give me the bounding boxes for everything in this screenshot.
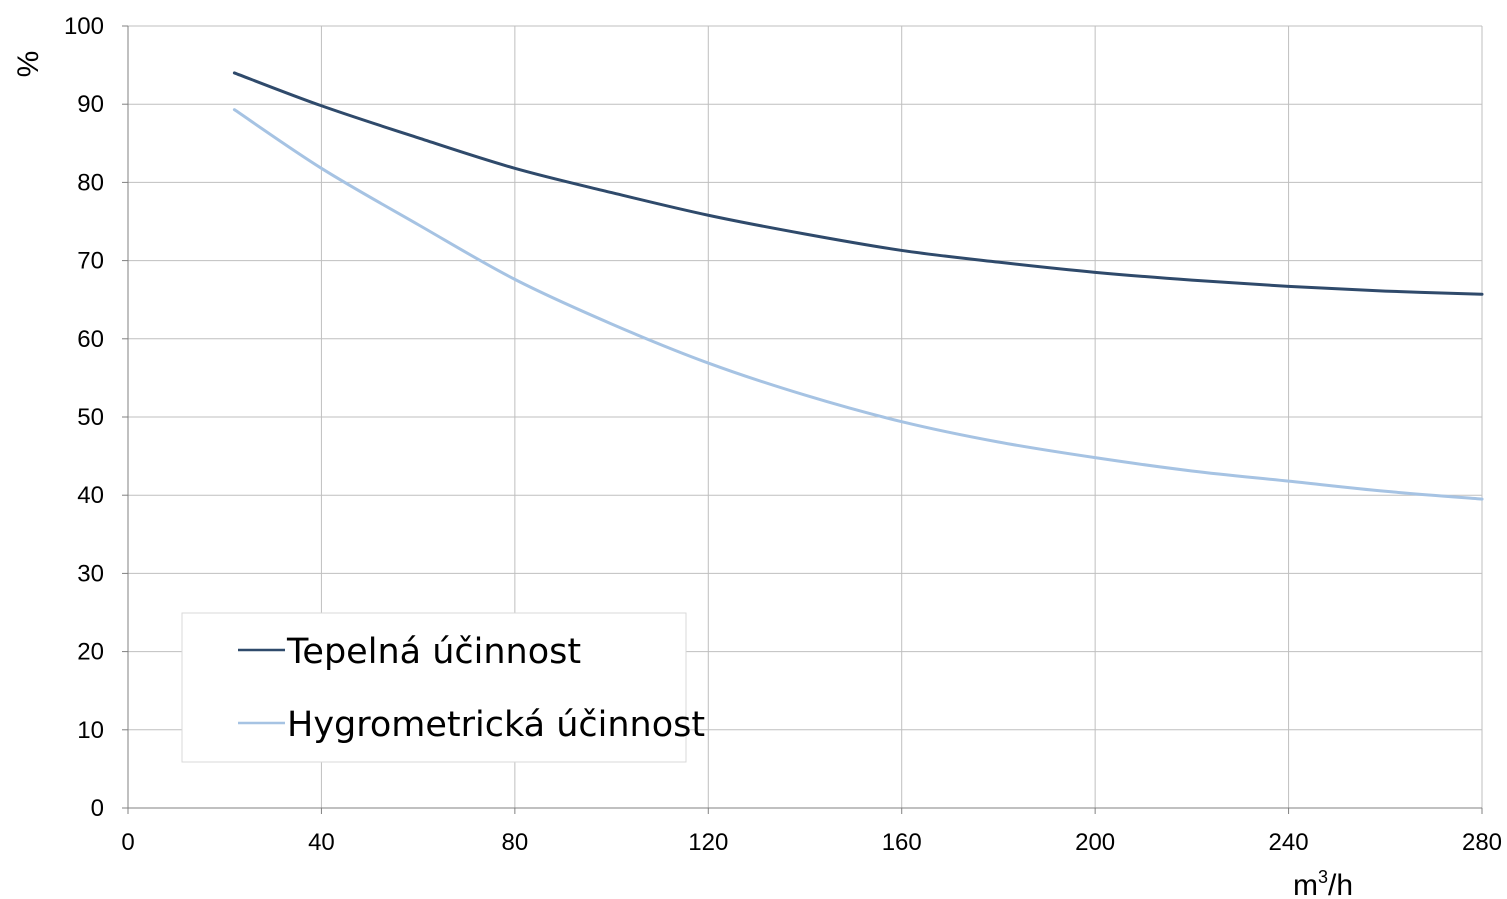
x-axis-title-tail: /h xyxy=(1328,869,1353,899)
x-axis-title-sup: 3 xyxy=(1318,867,1328,887)
series-line-hygrometricka xyxy=(232,108,1484,501)
legend: Tepelná účinnost Hygrometrická účinnost xyxy=(181,612,705,763)
y-tick-label: 50 xyxy=(77,404,104,431)
x-tick-label: 80 xyxy=(502,829,529,856)
x-tick-label: 280 xyxy=(1462,829,1502,856)
x-tick-label: 0 xyxy=(121,829,134,856)
legend-box xyxy=(181,612,687,763)
y-tick-label: 30 xyxy=(77,560,104,587)
y-tick-label: 100 xyxy=(64,13,104,40)
y-tick-label: 60 xyxy=(77,326,104,353)
series xyxy=(232,71,1484,501)
axes: 0 10 20 30 40 50 60 70 80 90 100 0 40 80 120 160 200 240 2… xyxy=(64,13,1502,856)
grid xyxy=(128,25,1483,808)
x-axis-title-base: m xyxy=(1293,869,1318,899)
y-axis-title: % xyxy=(12,51,45,78)
y-tick-label: 90 xyxy=(77,91,104,118)
series-line-tepelna xyxy=(232,71,1484,296)
x-tick-label: 40 xyxy=(308,829,335,856)
legend-label-tepelna: Tepelná účinnost xyxy=(286,632,581,672)
x-tick-label: 200 xyxy=(1075,829,1115,856)
y-tick-label: 80 xyxy=(77,169,104,196)
x-axis-title: m3/h xyxy=(1293,867,1353,899)
legend-label-hygrometricka: Hygrometrická účinnost xyxy=(287,705,705,745)
y-tick-label: 10 xyxy=(77,717,104,744)
y-tick-label: 70 xyxy=(77,248,104,275)
y-tick-label: 40 xyxy=(77,482,104,509)
x-tick-label: 160 xyxy=(882,829,922,856)
y-tick-label: 0 xyxy=(91,795,104,822)
x-tick-label: 240 xyxy=(1269,829,1309,856)
y-tick-label: 20 xyxy=(77,639,104,666)
x-tick-label: 120 xyxy=(688,829,728,856)
